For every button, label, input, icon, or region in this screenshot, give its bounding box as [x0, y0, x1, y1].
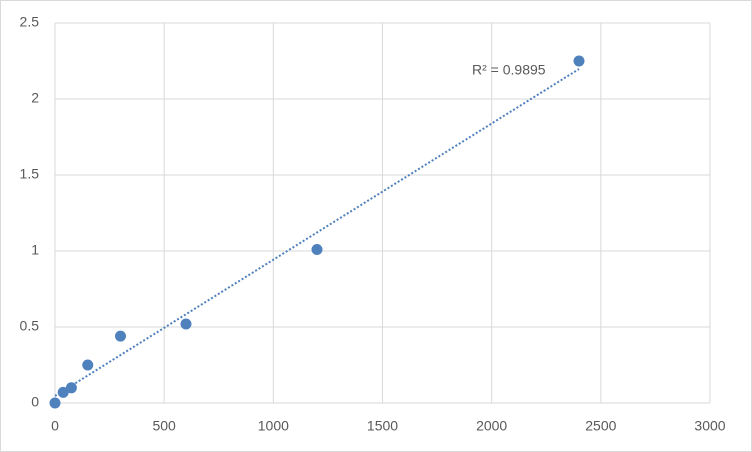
trendline — [54, 68, 580, 397]
y-tick-label: 1.5 — [20, 166, 40, 182]
y-tick-label: 2.5 — [20, 14, 40, 30]
x-tick-label: 3000 — [694, 418, 725, 434]
point — [57, 386, 69, 398]
point — [573, 55, 585, 67]
y-tick-label: 2 — [31, 90, 39, 106]
x-tick-label: 2000 — [476, 418, 507, 434]
x-tick-label: 500 — [152, 418, 176, 434]
y-tick-label: 0 — [31, 394, 39, 410]
annotation: R² = 0.9895 — [472, 62, 546, 78]
x-tick-label: 1000 — [258, 418, 289, 434]
point — [65, 382, 77, 394]
x-tick-label: 1500 — [367, 418, 398, 434]
point — [115, 330, 126, 342]
point — [180, 318, 192, 330]
x-tick-label: 0 — [51, 418, 59, 434]
x-tick-label: 2500 — [585, 418, 616, 434]
point — [311, 243, 323, 255]
point — [49, 397, 61, 409]
y-tick-label: 1 — [31, 242, 39, 258]
point — [82, 359, 94, 371]
y-tick-label: 0.5 — [20, 318, 40, 334]
